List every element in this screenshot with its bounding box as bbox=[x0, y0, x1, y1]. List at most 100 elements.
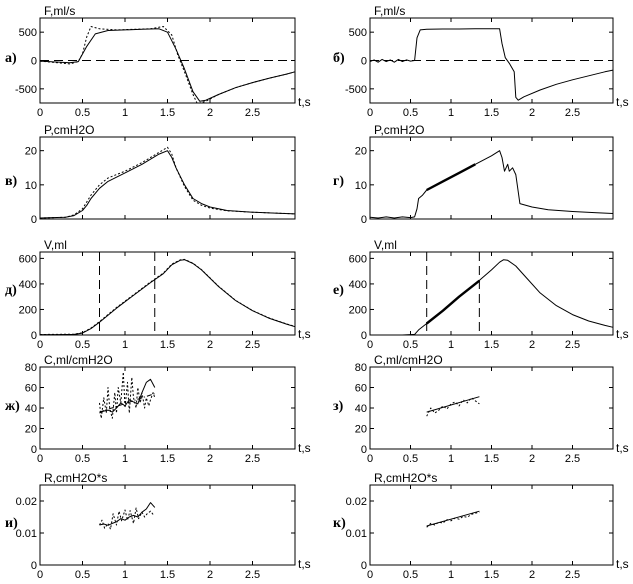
x-axis-label: t,s bbox=[298, 95, 311, 109]
x-tick-label: 0 bbox=[37, 453, 43, 465]
x-tick-label: 1.5 bbox=[160, 569, 175, 581]
x-tick-label: 0.5 bbox=[75, 453, 90, 465]
x-tick-label: 2 bbox=[529, 107, 535, 119]
x-tick-label: 0 bbox=[37, 107, 43, 119]
x-tick-label: 0 bbox=[37, 339, 43, 351]
y-tick-label: 400 bbox=[349, 279, 367, 291]
panel-z: 80 60 40 20 00 0.5 1 1.5 2 2.5 t,s C,ml/cmH2O з) bbox=[333, 353, 629, 465]
series-line bbox=[99, 378, 156, 414]
x-tick-label: 2 bbox=[207, 453, 213, 465]
panel-label: и) bbox=[5, 516, 18, 531]
y-tick-label: 0.02 bbox=[346, 496, 367, 508]
y-tick-label: 400 bbox=[19, 279, 37, 291]
x-tick-label: 2 bbox=[529, 339, 535, 351]
x-tick-label: 0.5 bbox=[403, 339, 418, 351]
series-line bbox=[39, 150, 296, 219]
x-tick-label: 1.5 bbox=[484, 107, 499, 119]
x-tick-label: 1.5 bbox=[160, 339, 175, 351]
y-tick-label: 20 bbox=[355, 146, 367, 158]
series-line bbox=[370, 259, 614, 336]
series-line bbox=[426, 396, 480, 413]
y-tick-label: 0 bbox=[361, 56, 367, 68]
panel-g: 20 10 0 P,cmH2O г) bbox=[333, 123, 614, 226]
y-tick-label: 600 bbox=[19, 253, 37, 265]
x-tick-label: 1.5 bbox=[160, 453, 175, 465]
y-tick-label: 60 bbox=[355, 383, 367, 395]
x-tick-label: 0.5 bbox=[403, 569, 418, 581]
y-tick-label: -500 bbox=[15, 84, 37, 96]
panel-d: 600 400 200 00 0.5 1 1.5 2 2.5 t,s V,ml д) bbox=[5, 238, 311, 351]
series-line bbox=[369, 150, 614, 219]
y-tick-label: 0 bbox=[361, 560, 367, 572]
x-axis-label: t,s bbox=[616, 327, 629, 341]
x-axis-label: t,s bbox=[298, 557, 311, 571]
y-tick-label: 0 bbox=[31, 56, 37, 68]
y-tick-label: 0 bbox=[361, 444, 367, 456]
y-axis-label: R,cmH2O*s bbox=[44, 471, 107, 485]
x-tick-label: 1 bbox=[122, 453, 128, 465]
panel-label: в) bbox=[5, 174, 18, 189]
x-tick-label: 2 bbox=[529, 569, 535, 581]
x-tick-label: 2.5 bbox=[565, 107, 580, 119]
series-line-dotted bbox=[426, 511, 480, 528]
x-tick-label: 1.5 bbox=[484, 569, 499, 581]
panel-label: к) bbox=[333, 516, 346, 531]
y-tick-label: 600 bbox=[349, 253, 367, 265]
x-tick-label: 2.5 bbox=[565, 569, 580, 581]
axes-frame bbox=[369, 366, 614, 450]
y-tick-label: 0.02 bbox=[16, 496, 37, 508]
y-tick-label: 20 bbox=[355, 424, 367, 436]
x-tick-label: 2 bbox=[529, 453, 535, 465]
series-line bbox=[39, 28, 296, 102]
x-tick-label: 0.5 bbox=[75, 107, 90, 119]
x-tick-label: 1 bbox=[448, 339, 454, 351]
axes-frame bbox=[39, 484, 296, 566]
x-tick-label: 1.5 bbox=[160, 107, 175, 119]
y-tick-label: 0 bbox=[361, 330, 367, 342]
x-tick-label: 2.5 bbox=[565, 339, 580, 351]
axes-frame bbox=[369, 136, 614, 220]
x-tick-label: 1.5 bbox=[484, 339, 499, 351]
y-axis-label: P,cmH2O bbox=[44, 123, 94, 137]
x-tick-label: 2.5 bbox=[565, 453, 580, 465]
axes-frame bbox=[39, 366, 296, 450]
x-tick-label: 0.5 bbox=[403, 107, 418, 119]
x-tick-label: 1 bbox=[448, 453, 454, 465]
y-tick-label: 80 bbox=[355, 362, 367, 374]
panel-label: б) bbox=[333, 51, 345, 66]
y-axis-label: V,ml bbox=[44, 238, 67, 252]
x-tick-label: 0 bbox=[367, 569, 373, 581]
series-line-dotted bbox=[39, 146, 296, 219]
panel-k: 0.02 0.01 00 0.5 1 1.5 2 2.5 t,s R,cmH2O*s к) bbox=[333, 471, 629, 581]
x-tick-label: 0.5 bbox=[75, 569, 90, 581]
x-tick-label: 1 bbox=[122, 569, 128, 581]
series-line-bold bbox=[426, 163, 476, 192]
y-tick-label: 0.01 bbox=[16, 528, 37, 540]
x-tick-label: 1.5 bbox=[484, 453, 499, 465]
axes-frame bbox=[369, 484, 614, 566]
y-tick-label: 0 bbox=[31, 560, 37, 572]
y-tick-label: 0 bbox=[31, 214, 37, 226]
y-axis-label: P,cmH2O bbox=[374, 123, 424, 137]
y-tick-label: 40 bbox=[355, 403, 367, 415]
y-axis-label: V,ml bbox=[374, 238, 397, 252]
series-line-dotted bbox=[39, 26, 296, 105]
panel-v: 20 10 0 P,cmH2O в) bbox=[5, 123, 296, 226]
x-tick-label: 2.5 bbox=[245, 569, 260, 581]
series-line-bold bbox=[425, 279, 481, 325]
x-tick-label: 2 bbox=[207, 107, 213, 119]
y-tick-label: 200 bbox=[349, 304, 367, 316]
series-line-dotted bbox=[39, 258, 296, 335]
y-tick-label: 0 bbox=[31, 444, 37, 456]
axes-frame bbox=[39, 136, 296, 220]
x-tick-label: 0 bbox=[367, 339, 373, 351]
panel-e: 600 400 200 00 0.5 1 1.5 2 2.5 t,s V,ml е) bbox=[333, 238, 629, 351]
x-tick-label: 2.5 bbox=[245, 339, 260, 351]
y-tick-label: 80 bbox=[25, 362, 37, 374]
y-tick-label: 0 bbox=[361, 214, 367, 226]
y-tick-label: 60 bbox=[25, 383, 37, 395]
series-line bbox=[426, 510, 480, 527]
y-tick-label: 0.01 bbox=[346, 528, 367, 540]
